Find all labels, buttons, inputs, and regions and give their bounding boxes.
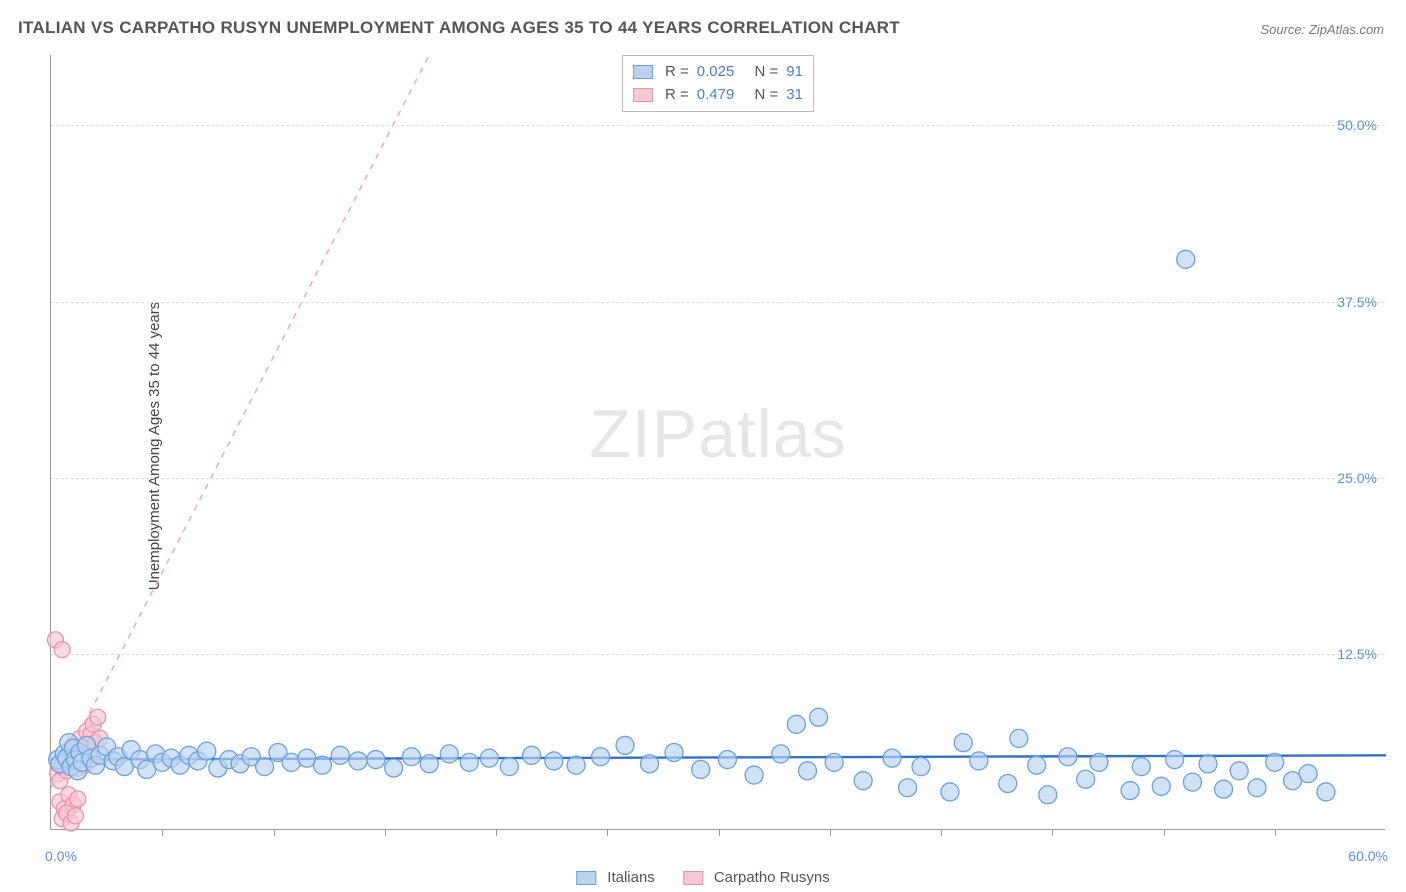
legend: Italians Carpatho Rusyns — [576, 869, 829, 886]
scatter-svg — [51, 55, 1385, 829]
y-tick-label: 12.5% — [1337, 646, 1377, 662]
swatch-icon — [683, 871, 703, 885]
plot-area: ZIPatlas R = 0.025 N = 91 R = 0.479 N = … — [50, 55, 1385, 830]
y-tick-label: 25.0% — [1337, 470, 1377, 486]
legend-label: Italians — [607, 869, 655, 886]
x-axis-max-label: 60.0% — [1348, 848, 1388, 864]
legend-item-italians: Italians — [576, 869, 655, 886]
source-attribution: Source: ZipAtlas.com — [1260, 22, 1384, 37]
y-tick-label: 37.5% — [1337, 294, 1377, 310]
y-tick-label: 50.0% — [1337, 117, 1377, 133]
legend-item-carpatho: Carpatho Rusyns — [683, 869, 830, 886]
x-axis-min-label: 0.0% — [45, 848, 77, 864]
legend-label: Carpatho Rusyns — [714, 869, 830, 886]
swatch-icon — [576, 871, 596, 885]
chart-title: ITALIAN VS CARPATHO RUSYN UNEMPLOYMENT A… — [18, 18, 900, 38]
